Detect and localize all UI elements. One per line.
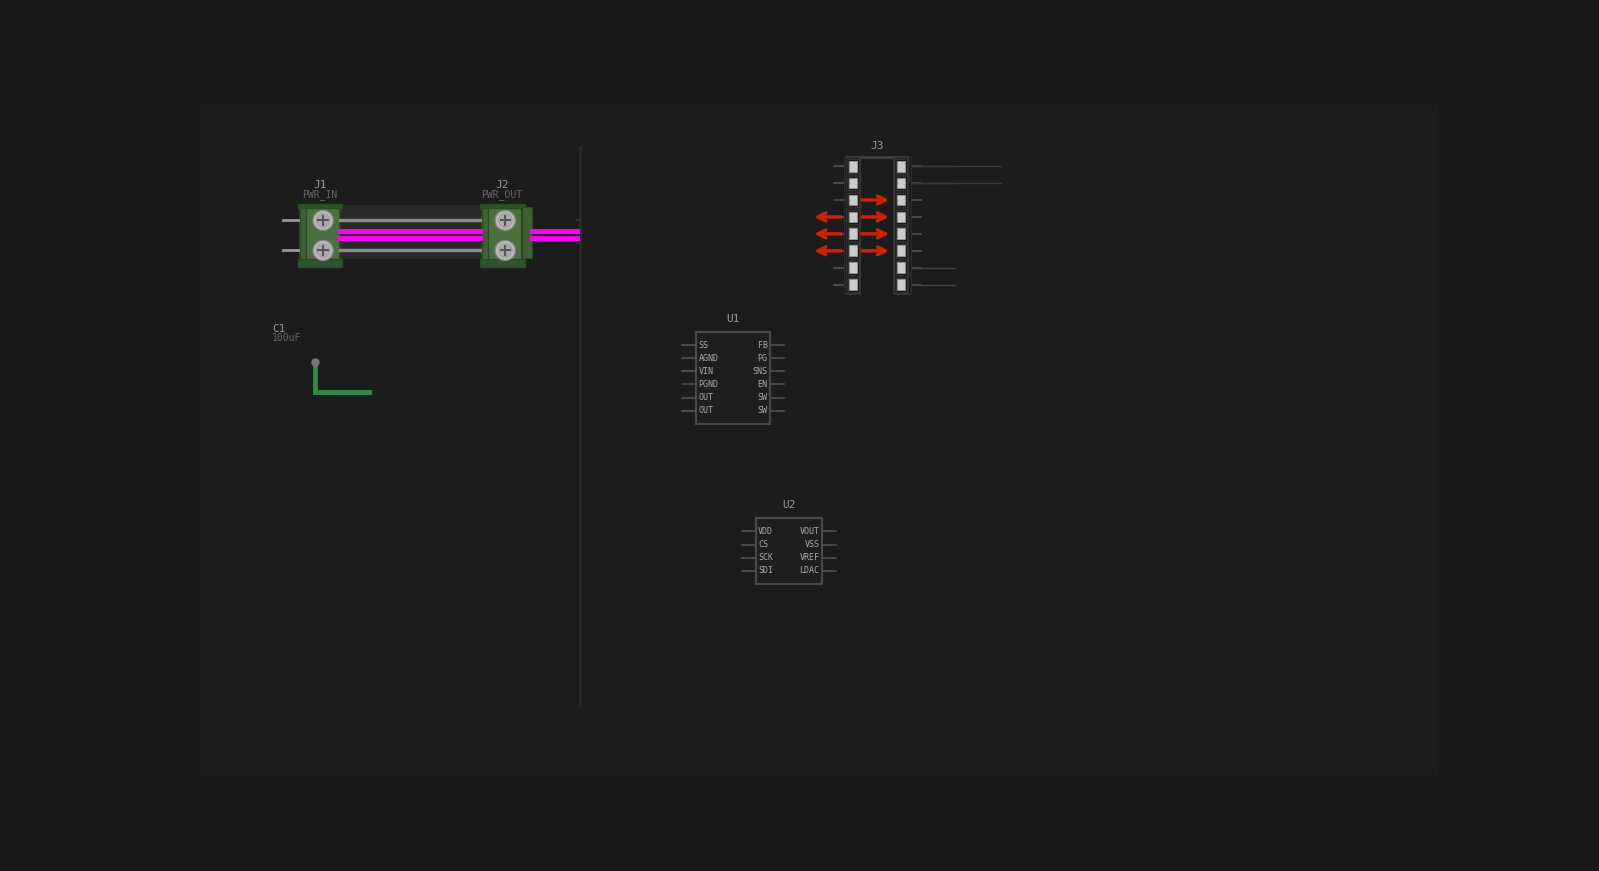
Bar bbox=[847, 227, 859, 240]
Bar bbox=[894, 157, 908, 294]
Bar bbox=[897, 246, 905, 256]
Bar bbox=[897, 194, 905, 206]
Bar bbox=[849, 161, 857, 172]
Text: U2: U2 bbox=[782, 500, 796, 510]
Bar bbox=[480, 260, 524, 267]
Bar bbox=[895, 278, 907, 292]
Text: SNS: SNS bbox=[753, 367, 768, 375]
Bar bbox=[849, 194, 857, 206]
Bar bbox=[844, 157, 846, 294]
Bar bbox=[849, 212, 857, 222]
Bar bbox=[523, 207, 531, 258]
Bar bbox=[301, 208, 305, 260]
Text: J2: J2 bbox=[496, 180, 508, 191]
Bar bbox=[481, 208, 488, 260]
Bar bbox=[481, 206, 523, 266]
Bar bbox=[849, 262, 857, 273]
Text: SS: SS bbox=[699, 341, 708, 349]
Text: VDD: VDD bbox=[758, 527, 774, 536]
Bar bbox=[897, 280, 905, 290]
Circle shape bbox=[317, 213, 329, 227]
Text: EN: EN bbox=[758, 380, 768, 389]
Text: FB: FB bbox=[758, 341, 768, 349]
Text: SW: SW bbox=[758, 393, 768, 402]
Text: VOUT: VOUT bbox=[800, 527, 820, 536]
Bar bbox=[341, 219, 526, 252]
Bar bbox=[895, 210, 907, 224]
Bar bbox=[897, 178, 905, 188]
Text: OUT: OUT bbox=[699, 393, 713, 402]
Bar bbox=[756, 518, 822, 584]
Bar bbox=[847, 260, 859, 274]
Bar bbox=[847, 159, 859, 173]
Bar bbox=[849, 228, 857, 240]
Bar bbox=[908, 157, 910, 294]
Bar bbox=[847, 193, 859, 207]
Bar bbox=[847, 278, 859, 292]
Bar bbox=[847, 244, 859, 258]
Bar bbox=[301, 206, 341, 266]
Text: CS: CS bbox=[758, 540, 768, 549]
Bar bbox=[895, 176, 907, 190]
Bar bbox=[696, 332, 769, 423]
Text: PWR_OUT: PWR_OUT bbox=[481, 189, 523, 199]
Circle shape bbox=[499, 213, 512, 227]
Bar bbox=[897, 161, 905, 172]
Bar bbox=[849, 246, 857, 256]
Text: 100uF: 100uF bbox=[272, 333, 301, 343]
Bar bbox=[897, 228, 905, 240]
Text: SDI: SDI bbox=[758, 566, 774, 575]
Circle shape bbox=[496, 211, 515, 231]
Bar bbox=[297, 260, 342, 267]
Bar bbox=[895, 244, 907, 258]
Bar bbox=[480, 204, 524, 208]
Bar bbox=[895, 260, 907, 274]
Text: SW: SW bbox=[758, 406, 768, 415]
Circle shape bbox=[317, 244, 329, 257]
Text: LDAC: LDAC bbox=[800, 566, 820, 575]
Text: VIN: VIN bbox=[699, 367, 713, 375]
Text: VSS: VSS bbox=[804, 540, 820, 549]
Bar bbox=[895, 159, 907, 173]
Bar bbox=[849, 178, 857, 188]
Bar bbox=[895, 193, 907, 207]
Bar bbox=[897, 262, 905, 273]
Text: J1: J1 bbox=[313, 180, 326, 191]
Circle shape bbox=[313, 211, 333, 231]
Text: VREF: VREF bbox=[800, 553, 820, 562]
Bar bbox=[849, 280, 857, 290]
Bar bbox=[897, 212, 905, 222]
Text: SCK: SCK bbox=[758, 553, 774, 562]
Text: OUT: OUT bbox=[699, 406, 713, 415]
Circle shape bbox=[313, 240, 333, 260]
Bar bbox=[846, 157, 860, 294]
Circle shape bbox=[499, 244, 512, 257]
Bar bbox=[341, 206, 481, 260]
Text: C1: C1 bbox=[272, 324, 286, 334]
Text: PWR_IN: PWR_IN bbox=[302, 189, 337, 199]
Bar bbox=[847, 210, 859, 224]
Circle shape bbox=[496, 240, 515, 260]
Text: AGND: AGND bbox=[699, 354, 718, 362]
Bar bbox=[297, 204, 342, 208]
Text: J3: J3 bbox=[870, 141, 884, 152]
Text: PGND: PGND bbox=[699, 380, 718, 389]
Text: PG: PG bbox=[758, 354, 768, 362]
Bar bbox=[847, 176, 859, 190]
Bar bbox=[895, 227, 907, 240]
Text: U1: U1 bbox=[726, 314, 740, 324]
